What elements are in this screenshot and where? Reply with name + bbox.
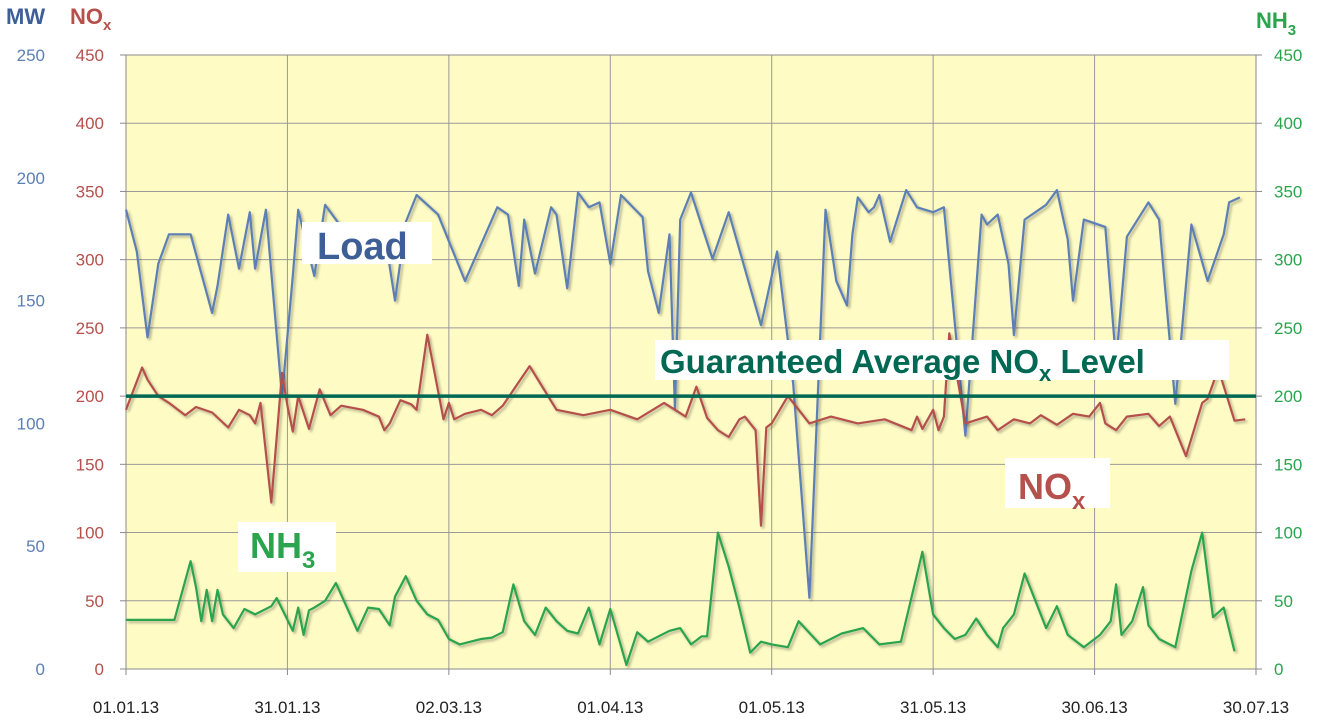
mw-tick-label: 100 (17, 414, 45, 433)
nox-tick-label: 100 (76, 524, 104, 543)
nox-label: NOx (1018, 466, 1086, 515)
x-tick-label: 31.01.13 (254, 698, 320, 717)
load-label: Load (317, 226, 408, 268)
mw-axis-title: MW (6, 4, 45, 29)
nox-tick-label: 300 (76, 251, 104, 270)
mw-tick-label: 150 (17, 292, 45, 311)
nh3-tick-label: 150 (1274, 455, 1302, 474)
mw-axis-ticks: 250 200 150 100 50 0 (17, 46, 45, 679)
x-tick-label: 01.05.13 (739, 698, 805, 717)
nh3-label-box (238, 522, 336, 572)
nh3-series-line (126, 531, 1236, 667)
nh3-tick-label: 250 (1274, 319, 1302, 338)
load-label-box (302, 222, 432, 264)
nox-tick-label: 50 (85, 592, 104, 611)
nox-tick-label: 250 (76, 319, 104, 338)
nox-label-box (1005, 458, 1110, 508)
plot-frame (125, 54, 1257, 670)
nox-tick-label: 0 (95, 660, 104, 679)
nh3-label: NH3 (250, 525, 315, 574)
nox-axis-ticks: 450 400 350 300 250 200 150 100 50 0 (76, 46, 126, 679)
guarantee-label: Guaranteed Average NOx Level (660, 343, 1145, 386)
nh3-tick-label: 200 (1274, 387, 1302, 406)
mw-tick-label: 200 (17, 169, 45, 188)
nh3-axis-title: NH3 (1256, 8, 1296, 39)
x-axis-ticks: 01.01.13 31.01.13 02.03.13 01.04.13 01.05.13… (93, 669, 1289, 717)
x-tick-label: 30.07.13 (1223, 698, 1289, 717)
mw-tick-label: 50 (26, 537, 45, 556)
x-tick-label: 01.01.13 (93, 698, 159, 717)
nh3-tick-label: 0 (1274, 660, 1283, 679)
nh3-tick-label: 100 (1274, 524, 1302, 543)
nh3-tick-label: 450 (1274, 46, 1302, 65)
nox-tick-label: 150 (76, 455, 104, 474)
nox-tick-label: 200 (76, 387, 104, 406)
nox-tick-label: 450 (76, 46, 104, 65)
nh3-axis-ticks: 450 400 350 300 250 200 150 100 50 0 (1256, 46, 1302, 679)
nh3-tick-label: 350 (1274, 182, 1302, 201)
guarantee-label-box (655, 340, 1229, 380)
x-tick-label: 02.03.13 (416, 698, 482, 717)
mw-tick-label: 250 (17, 46, 45, 65)
nox-axis-title: NOx (70, 4, 112, 34)
x-tick-label: 01.04.13 (577, 698, 643, 717)
nox-tick-label: 350 (76, 182, 104, 201)
nox-tick-label: 400 (76, 114, 104, 133)
nh3-tick-label: 300 (1274, 251, 1302, 270)
x-tick-label: 31.05.13 (900, 698, 966, 717)
mw-tick-label: 0 (36, 660, 45, 679)
nh3-tick-label: 50 (1274, 592, 1293, 611)
x-tick-label: 30.06.13 (1061, 698, 1127, 717)
nh3-tick-label: 400 (1274, 114, 1302, 133)
